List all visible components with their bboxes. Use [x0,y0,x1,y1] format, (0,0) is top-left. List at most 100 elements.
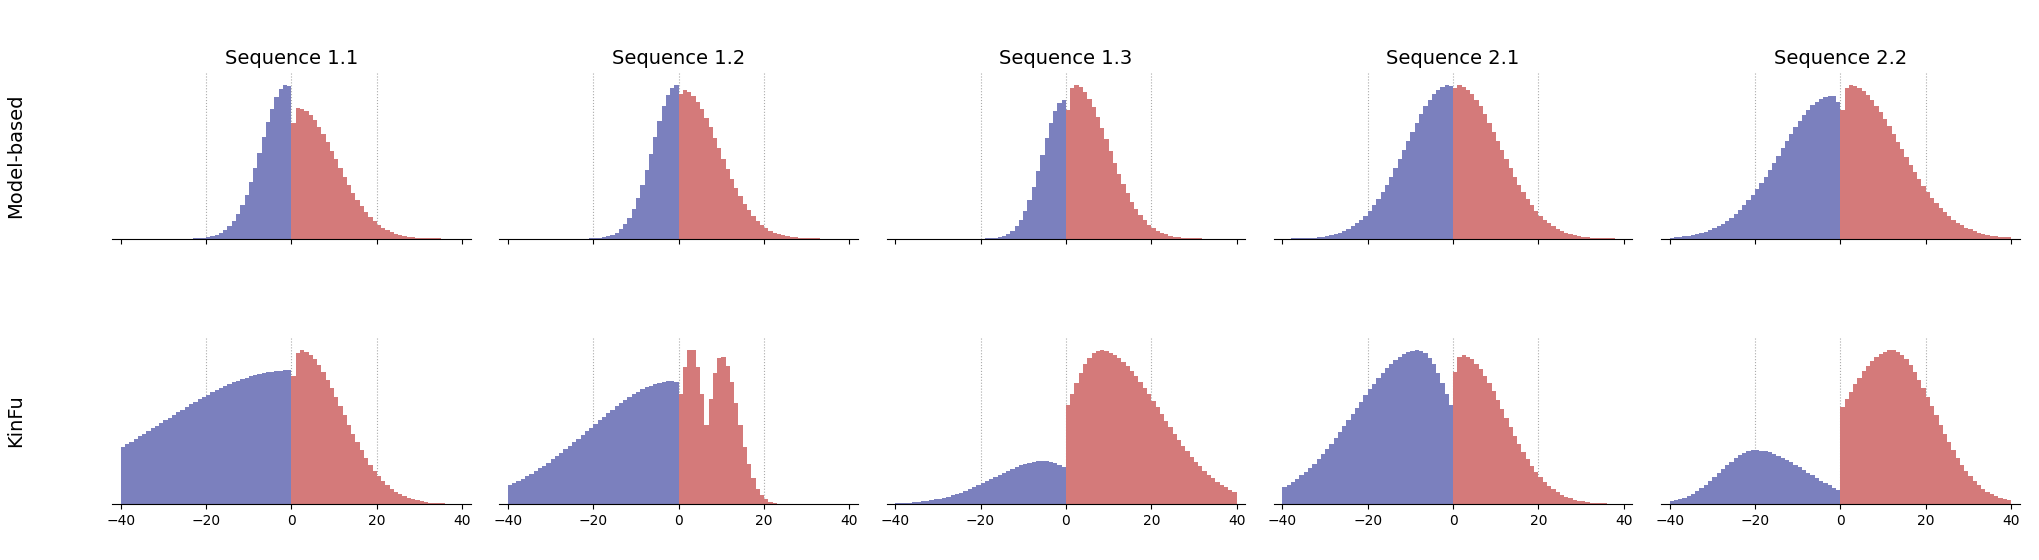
Bar [950,496,954,504]
Bar [1525,459,1529,504]
Bar [232,221,237,239]
Bar [1537,216,1541,239]
Bar [1823,483,1827,504]
Bar [1474,100,1478,239]
Bar [559,453,563,504]
Bar [1456,85,1460,239]
Bar [920,501,924,504]
Bar [1758,183,1762,239]
Bar [1113,355,1117,504]
Bar [911,502,916,504]
Bar [1036,461,1040,504]
Bar [1075,382,1079,504]
Bar [1968,476,1972,504]
Bar [1823,97,1827,239]
Bar [1749,450,1754,504]
Bar [1588,237,1592,239]
Bar [1376,199,1380,239]
Bar [1925,397,1929,504]
Bar [971,487,977,504]
Bar [1855,88,1862,239]
Bar [232,382,237,504]
Bar [1933,416,1937,504]
Text: Model-based: Model-based [6,94,24,218]
Bar [1976,485,1980,504]
Bar [128,441,133,504]
Bar [1079,87,1083,239]
Bar [120,447,124,504]
Bar [1044,138,1048,239]
Bar [1768,170,1772,239]
Bar [1749,195,1754,239]
Bar [954,494,958,504]
Bar [602,237,606,239]
Bar [326,142,330,239]
Bar [1427,358,1431,504]
Bar [1788,462,1792,504]
Bar [985,481,989,504]
Bar [359,206,363,239]
Bar [218,388,222,504]
Bar [1164,421,1168,504]
Bar [1397,357,1401,504]
Bar [1435,90,1440,239]
Bar [1847,391,1851,504]
Bar [1998,237,2002,239]
Bar [534,471,538,504]
Bar [765,500,769,504]
Bar [1380,193,1384,239]
Bar [1941,212,1945,239]
Bar [675,381,679,504]
Bar [797,238,801,239]
Bar [718,148,722,239]
Bar [1560,231,1564,239]
Bar [1678,499,1682,504]
Bar [1099,351,1103,504]
Bar [1048,123,1052,239]
Bar [628,397,632,504]
Bar [1737,455,1741,504]
Bar [1342,426,1346,504]
Bar [1576,236,1580,239]
Bar [1951,220,1955,239]
Bar [1546,223,1550,239]
Bar [1580,237,1584,239]
Bar [1495,400,1499,504]
Bar [1768,452,1772,504]
Bar [1529,206,1533,239]
Bar [657,121,661,239]
Bar [1134,376,1138,504]
Bar [257,153,261,239]
Bar [1584,502,1588,504]
Bar [1686,236,1690,239]
Bar [300,109,304,239]
Bar [1380,373,1384,504]
Bar [1835,102,1839,239]
Bar [398,235,402,239]
Bar [1937,424,1941,504]
Bar [1917,380,1921,504]
Bar [1001,473,1005,504]
Bar [516,480,520,504]
Bar [1959,225,1964,239]
Bar [1792,465,1796,504]
Bar [1103,351,1107,504]
Bar [1107,353,1113,504]
Bar [1448,405,1452,504]
Bar [265,372,269,504]
Bar [722,357,726,504]
Bar [1929,406,1933,504]
Bar [1232,492,1236,504]
Bar [1862,371,1866,504]
Bar [1460,87,1466,239]
Title: Sequence 1.3: Sequence 1.3 [999,49,1132,68]
Bar [679,394,683,504]
Bar [652,137,657,239]
Bar [1851,384,1855,504]
Bar [1686,496,1690,504]
Bar [610,409,614,504]
Bar [1698,233,1703,239]
Bar [942,498,946,504]
Bar [1721,469,1725,504]
Bar [718,358,722,504]
